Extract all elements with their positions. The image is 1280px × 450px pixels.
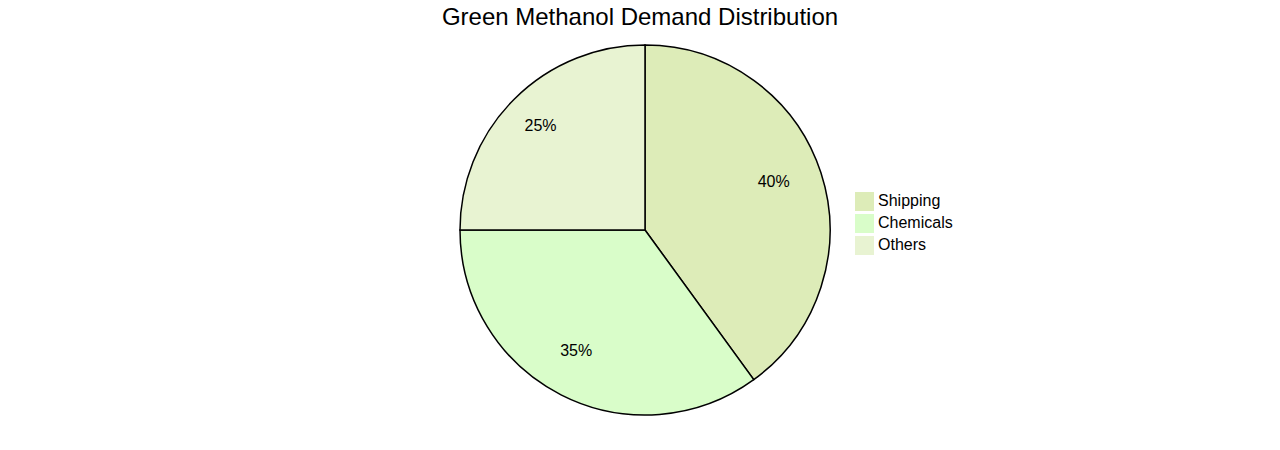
html-text:Shipping: Shipping <box>878 192 941 209</box>
svg-text:40%: 40% <box>758 173 790 190</box>
svg-text:35%: 35% <box>560 342 592 359</box>
html-text:Chemicals: Chemicals <box>878 214 953 231</box>
svg-text:25%: 25% <box>525 117 557 134</box>
html-text:Green Methanol Demand Distribu: Green Methanol Demand Distribution <box>441 3 839 30</box>
html-text:Others: Others <box>878 236 926 253</box>
